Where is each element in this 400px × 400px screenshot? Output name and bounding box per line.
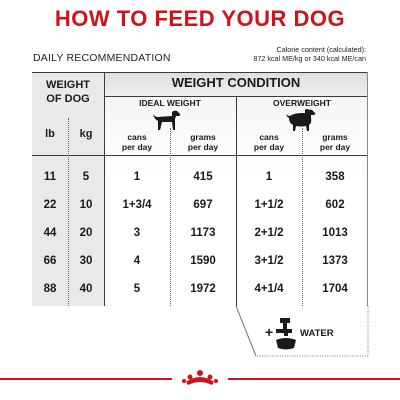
cell-over-grams: 358 [325,171,345,183]
cell-lb: 66 [43,255,57,267]
cell-over-cans: 2+1/2 [254,227,284,239]
cell-ideal-grams: 1590 [190,255,216,267]
lb-header: lb [45,128,55,140]
weight-header-line-2: OF DOG [46,93,90,105]
table-top-line [32,72,368,73]
weight-header-line-1: WEIGHT [46,79,90,91]
cell-kg: 30 [79,255,93,267]
cell-ideal-cans: 3 [133,227,141,239]
calorie-content: Calorie content (calculated): 872 kcal M… [253,45,367,63]
cell-over-grams: 1704 [322,283,348,295]
weight-condition-header: WEIGHT CONDITION [171,75,301,90]
cell-kg: 20 [79,227,93,239]
per-day-label: per day [121,142,153,152]
grams-label: grams [322,132,348,142]
lb-kg-divider [68,118,69,306]
ideal-divider [170,128,171,306]
cell-ideal-grams: 1173 [190,227,216,239]
condition-divider [236,96,237,306]
cell-ideal-grams: 1972 [190,283,216,295]
plus-sign: + [265,324,274,340]
cell-kg: 10 [79,199,93,211]
overweight-dog-icon [286,109,316,131]
weight-condition-header-background [104,72,368,96]
cell-over-cans: 1 [265,171,273,183]
per-day-label: per day [253,142,285,152]
over-cans-header: cans per day [236,132,302,152]
cell-kg: 40 [79,283,93,295]
ideal-cans-header: cans per day [104,132,170,152]
over-grams-header: grams per day [302,132,368,152]
ideal-dog-icon [153,110,181,130]
cell-ideal-cans: 5 [133,283,141,295]
cell-lb: 11 [43,171,57,183]
page-title: HOW TO FEED YOUR DOG [54,6,346,31]
cell-over-cans: 4+1/4 [254,283,284,295]
cans-label: cans [259,132,279,142]
overweight-header: OVERWEIGHT [273,98,331,108]
cell-ideal-cans: 1 [133,171,141,183]
bowl-icon [276,338,296,350]
cell-over-grams: 602 [325,199,345,211]
water-label: WATER [300,328,334,339]
cell-kg: 5 [82,171,90,183]
cans-label: cans [127,132,147,142]
footer-line-right [228,378,400,380]
grams-label: grams [190,132,216,142]
cell-lb: 22 [43,199,57,211]
cell-lb: 44 [43,227,57,239]
cell-over-cans: 1+1/2 [254,199,284,211]
cell-over-cans: 3+1/2 [254,255,284,267]
cell-ideal-grams: 697 [193,199,213,211]
cell-over-grams: 1373 [322,255,348,267]
royal-canin-crown-logo [182,370,218,385]
column-header-line [32,155,368,156]
weight-divider [104,72,105,306]
cell-ideal-grams: 415 [193,171,213,183]
daily-recommendation-label: DAILY RECOMMENDATION [33,52,171,64]
cell-lb: 88 [43,283,57,295]
kg-header: kg [79,128,93,140]
calorie-line-2: 872 kcal ME/kg or 340 kcal ME/can [253,53,366,63]
cell-ideal-cans: 4 [133,255,141,267]
cell-ideal-cans: 1+3/4 [122,199,152,211]
weight-of-dog-header: WEIGHT OF DOG [32,78,104,106]
per-day-label: per day [187,142,219,152]
water-tap-icon [276,318,296,350]
per-day-label: per day [319,142,351,152]
ideal-grams-header: grams per day [170,132,236,152]
table-right-edge [367,72,368,306]
ideal-weight-header: IDEAL WEIGHT [139,98,201,108]
cell-over-grams: 1013 [322,227,348,239]
footer-line-left [0,378,172,380]
calorie-line-1: Calorie content (calculated): [276,45,367,54]
over-divider [302,128,303,306]
